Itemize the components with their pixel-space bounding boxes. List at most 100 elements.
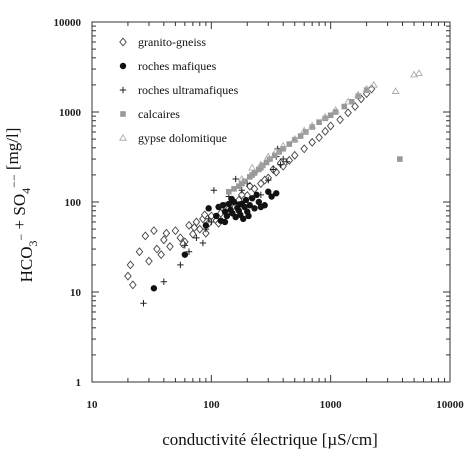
data-point [160, 235, 168, 245]
data-point [210, 187, 218, 194]
data-point [248, 163, 257, 171]
data-point [308, 137, 316, 147]
data-point [241, 203, 248, 211]
data-point [263, 159, 270, 166]
data-point [308, 121, 317, 129]
data-point [205, 205, 212, 212]
data-point [369, 80, 378, 88]
data-point [245, 212, 252, 220]
data-point [236, 201, 243, 208]
data-point [268, 193, 275, 200]
data-point [283, 158, 291, 165]
data-point [213, 212, 220, 220]
legend-label: gypse dolomitique [138, 131, 227, 145]
plot-axes [91, 21, 451, 383]
data-point [279, 141, 288, 149]
legend-label: calcaires [138, 107, 180, 121]
data-point [273, 190, 280, 197]
data-point [157, 250, 165, 260]
data-point [176, 233, 185, 243]
y-axis-title: HCO3− + SO4−− [mg/l] [3, 128, 40, 283]
series-roches-mafiques [150, 188, 280, 292]
data-point [363, 87, 370, 93]
data-point [231, 186, 237, 192]
data-point [225, 188, 232, 195]
data-point [362, 84, 371, 92]
data-point [135, 247, 144, 257]
data-point [415, 69, 424, 76]
data-point [391, 87, 400, 94]
legend-marker [119, 62, 127, 70]
data-point [217, 202, 224, 210]
data-point [166, 242, 174, 252]
data-point [208, 218, 215, 226]
data-point [322, 115, 329, 122]
data-point [315, 133, 323, 143]
axis-ticks [91, 22, 450, 383]
data-point [238, 187, 245, 194]
data-point [124, 271, 132, 281]
plot-frame [91, 21, 451, 383]
legend-label: roches ultramafiques [138, 83, 239, 97]
data-point [348, 98, 355, 105]
data-point [221, 218, 229, 226]
data-point [150, 226, 158, 236]
y-tick-label: 100 [65, 197, 82, 209]
data-point [205, 215, 212, 223]
data-point [341, 103, 348, 110]
data-point [321, 112, 330, 120]
data-point [150, 285, 158, 292]
legend-item: roches mafiques [119, 59, 217, 73]
data-point [202, 225, 210, 233]
data-points [124, 69, 424, 307]
data-point [237, 174, 246, 182]
data-point [162, 228, 171, 238]
data-point [202, 228, 210, 238]
data-point [236, 183, 242, 189]
data-point [171, 226, 180, 236]
data-point [240, 215, 247, 223]
x-axis-title: conductivité électrique [µS/cm] [162, 430, 378, 449]
legend-item: granito-gneiss [119, 35, 206, 49]
data-point [248, 195, 256, 202]
data-point [145, 256, 153, 266]
data-point [344, 108, 352, 118]
data-point [300, 144, 308, 154]
x-tick-label: 1000 [320, 399, 343, 411]
x-tick-label: 10 [87, 399, 99, 411]
data-point [297, 133, 304, 139]
data-point [327, 112, 334, 119]
data-point [271, 152, 278, 159]
data-point [336, 115, 344, 125]
data-point [258, 164, 264, 171]
data-point [185, 220, 193, 230]
series-roches-ultramafiques [140, 145, 291, 307]
data-point [200, 210, 209, 220]
data-point [255, 198, 263, 206]
data-point [290, 150, 299, 160]
data-point [303, 129, 309, 135]
y-tick-label: 1 [76, 377, 82, 389]
data-point [199, 239, 207, 247]
data-point [202, 222, 210, 229]
data-point [280, 146, 286, 152]
data-point [181, 242, 189, 249]
data-point [195, 224, 204, 234]
x-tick-label: 100 [203, 399, 220, 411]
legend: granito-gneiss roches mafiques roches ultr… [119, 35, 239, 145]
data-point [153, 244, 161, 254]
x-tick-label: 10000 [436, 399, 464, 411]
data-point [290, 135, 299, 142]
legend-item: gypse dolomitique [119, 131, 227, 145]
data-point [291, 137, 298, 143]
data-point [256, 160, 265, 168]
legend-marker [119, 133, 127, 141]
data-point [242, 196, 250, 204]
tick-labels: 10 100 1000 10000 1 10 100 1000 10000 [54, 17, 465, 411]
legend-item: roches ultramafiques [119, 83, 239, 97]
data-point [277, 161, 284, 168]
legend-label: roches mafiques [138, 59, 217, 73]
legend-label: granito-gneiss [138, 35, 206, 49]
data-point [238, 190, 246, 200]
data-point [160, 278, 168, 285]
